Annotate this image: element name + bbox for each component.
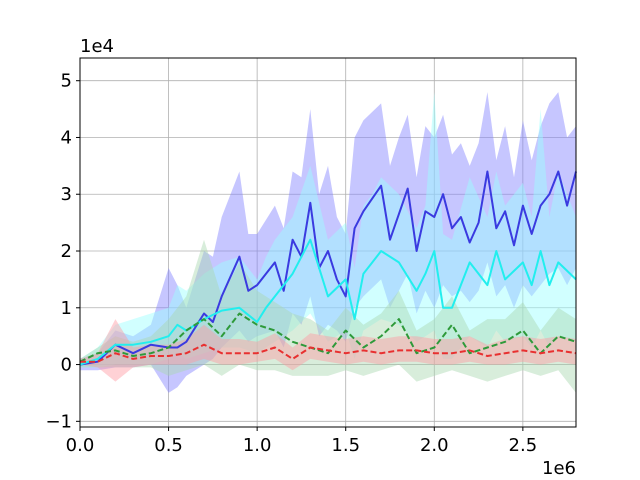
grid [79,58,576,427]
axes-background [80,58,576,427]
y-tick-label: 0 [61,355,72,376]
series-line-0 [79,170,577,366]
y-tick-label: 2 [61,241,72,262]
x-multiplier-label: 1e6 [542,458,576,479]
series-lines [79,170,577,366]
series-band-2 [80,239,576,393]
y-multiplier-label: 1e4 [80,36,114,57]
series-line-2 [79,312,577,363]
series-band-0 [80,92,576,393]
axes-frame [79,57,577,428]
x-tick-label: 0.5 [154,435,183,456]
series-line-3 [80,343,577,363]
y-axis: −1 0 1 2 3 4 5 [45,71,80,432]
y-tick-label: 3 [61,184,72,205]
x-tick-label: 2.5 [509,435,538,456]
x-axis: 0.0 0.5 1.0 1.5 2.0 2.5 [66,427,537,456]
x-tick-label: 2.0 [420,435,449,456]
y-tick-label: 1 [61,298,72,319]
x-tick-label: 1.0 [243,435,272,456]
plot-area [79,57,577,428]
series-line-1 [79,238,577,366]
y-tick-label: −1 [45,411,72,432]
y-tick-label: 4 [61,127,72,148]
x-tick-label: 0.0 [66,435,95,456]
x-tick-label: 1.5 [331,435,360,456]
series-band-1 [80,92,576,368]
y-tick-label: 5 [61,71,72,92]
